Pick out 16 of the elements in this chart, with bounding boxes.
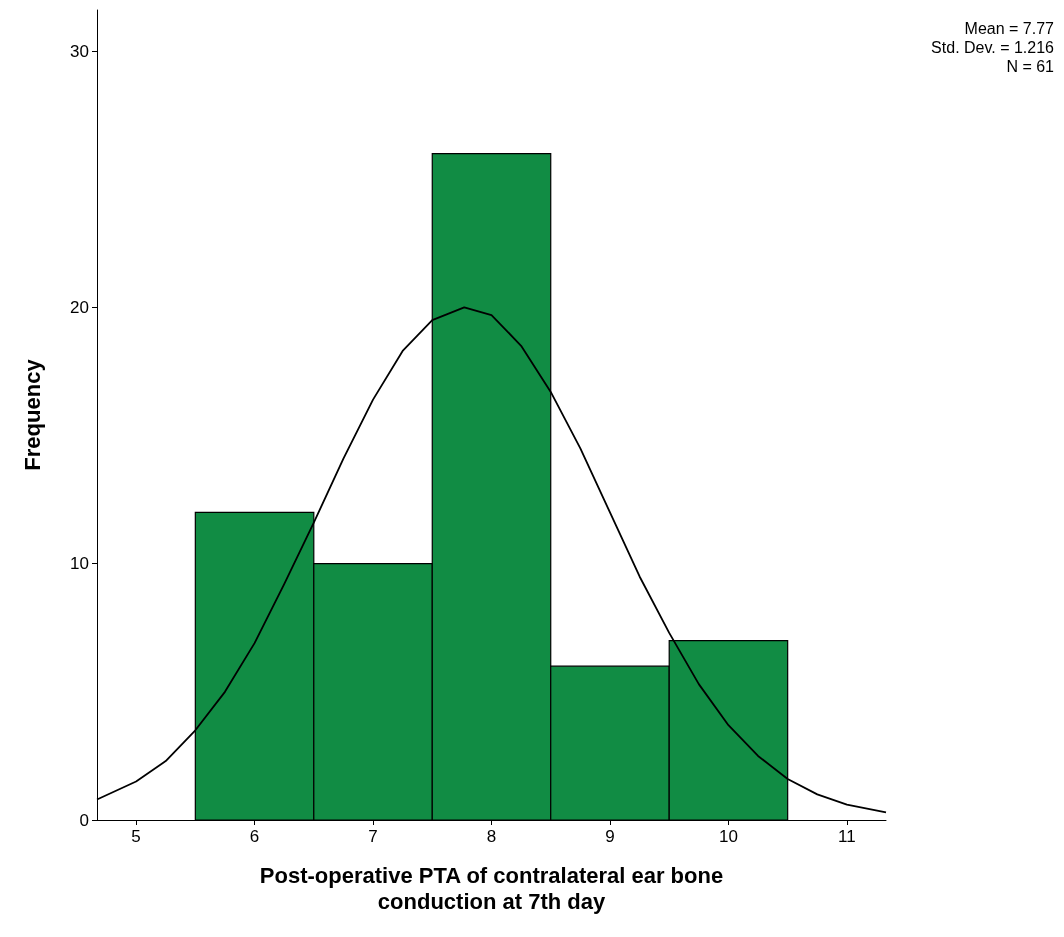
x-tick-label: 10 — [718, 827, 738, 846]
x-tick-label: 5 — [131, 827, 141, 846]
x-axis-title: Post-operative PTA of contralateral ear bone conduction at 7th day — [259, 862, 724, 914]
text: Mean = 7.77 — [964, 19, 1055, 37]
x-tick-label: 11 — [838, 827, 856, 846]
y-tick-label: 20 — [70, 297, 89, 317]
x-tick-label: 6 — [249, 827, 260, 846]
x-tick-label: 7 — [368, 827, 378, 846]
x-tick-label: 9 — [605, 827, 615, 846]
y-tick-label: 30 — [70, 41, 89, 61]
text: Std. Dev. = 1.216 — [931, 38, 1055, 56]
text: N = 61 — [1006, 57, 1055, 75]
y-axis-title: Frequency — [19, 358, 45, 471]
y-tick-label: 10 — [70, 554, 89, 574]
y-tick-label: 0 — [79, 810, 89, 830]
x-tick-label: 8 — [486, 827, 497, 846]
